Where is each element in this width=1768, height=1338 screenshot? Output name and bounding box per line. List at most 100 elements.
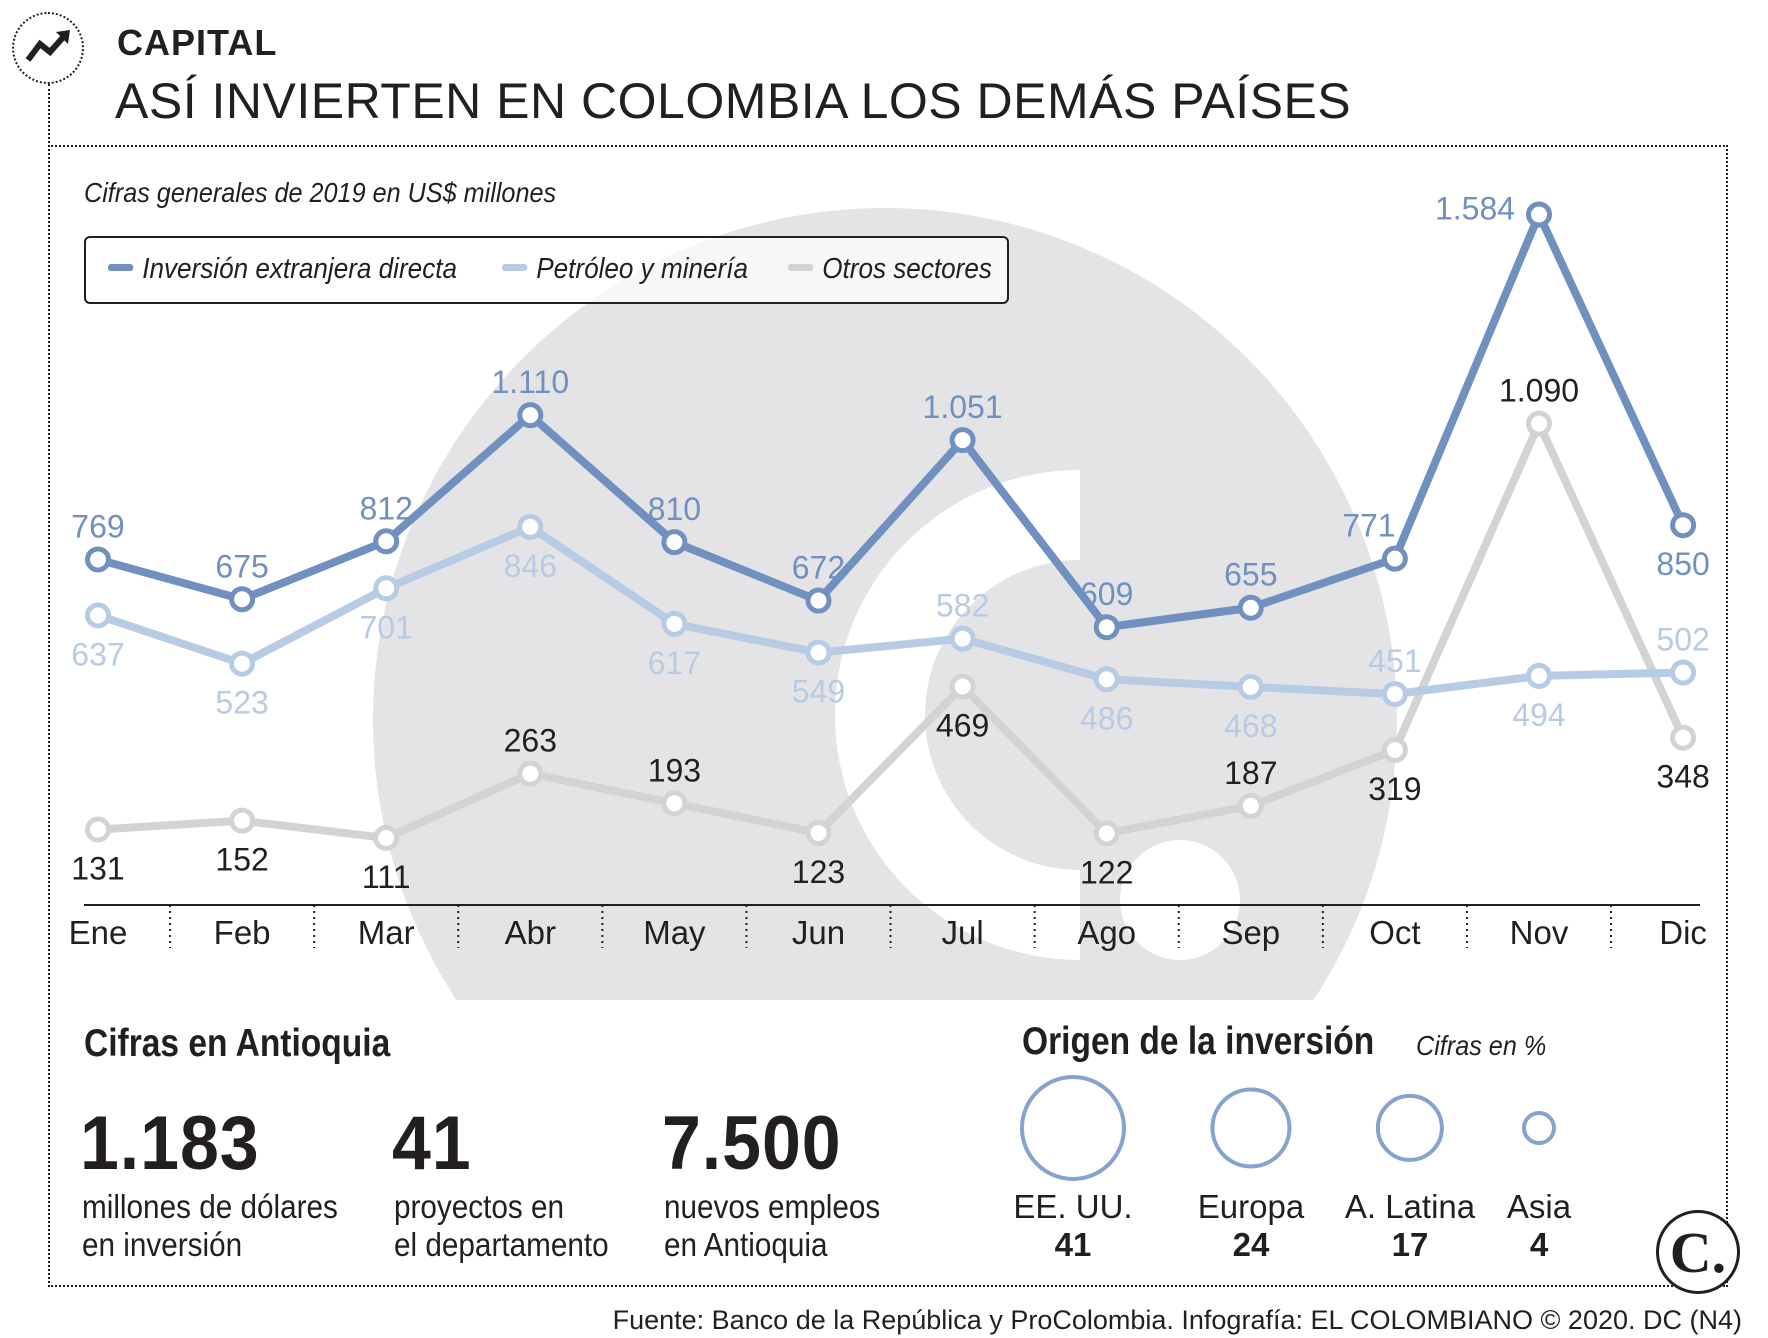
- origen-circle: [1375, 1093, 1445, 1163]
- data-point: [1237, 594, 1264, 621]
- data-point: [85, 602, 111, 629]
- data-label-layer: 769 675 812 1.110 810 672 1.051 609 655 771 1.584 8…: [71, 190, 1709, 895]
- data-label: 502: [1656, 622, 1709, 658]
- data-point: [805, 587, 832, 614]
- source-credit: Fuente: Banco de la República y ProColom…: [612, 1305, 1742, 1335]
- data-label: 152: [215, 842, 268, 878]
- legend-item-ied: Inversión extranjera directa: [108, 253, 457, 286]
- origen-label-asia: Asia: [1506, 1188, 1572, 1225]
- x-tick-label: Jun: [792, 914, 845, 951]
- antioquia-title: Cifras en Antioquia: [84, 1022, 391, 1065]
- data-point: [229, 650, 256, 677]
- watermark-logo: [373, 208, 1397, 1000]
- legend-swatch-petroleo: [502, 263, 528, 271]
- data-point: [85, 546, 111, 573]
- series-line-0: [94, 210, 1688, 632]
- origen-circle: [1210, 1087, 1292, 1169]
- legend-label-petroleo: Petróleo y minería: [536, 253, 748, 285]
- origen-note: Cifras en %: [1416, 1030, 1547, 1061]
- data-point: [85, 816, 111, 843]
- data-point: [229, 586, 256, 613]
- data-label: 486: [1080, 700, 1133, 736]
- origen-circle: [1522, 1111, 1556, 1145]
- watermark-dot: [1120, 840, 1240, 960]
- data-point: [229, 807, 256, 834]
- origen-title: Origen de la inversión: [1022, 1020, 1374, 1064]
- data-label: 131: [71, 851, 124, 887]
- x-tick-label: Mar: [358, 914, 415, 951]
- legend-item-petroleo: Petróleo y minería: [502, 253, 748, 286]
- data-label: 812: [360, 490, 413, 526]
- data-point: [1093, 666, 1120, 693]
- data-label: 1.051: [923, 389, 1003, 425]
- data-label: 111: [362, 859, 411, 895]
- data-point: [1381, 681, 1408, 708]
- data-label: 850: [1656, 546, 1709, 582]
- data-point: [1670, 512, 1697, 539]
- x-tick-label: Jul: [942, 914, 984, 951]
- legend-item-otros: Otros sectores: [788, 253, 992, 286]
- trend-arrow-icon: [12, 12, 84, 84]
- frame-left-border: [48, 84, 50, 1287]
- data-point: [1237, 792, 1264, 819]
- x-tick-label: Ene: [69, 914, 128, 951]
- data-label: 319: [1368, 771, 1421, 807]
- origen-value-asia: 4: [1529, 1226, 1549, 1263]
- origen-value-europa: 24: [1232, 1226, 1270, 1263]
- data-label: 769: [71, 508, 124, 544]
- data-point: [1670, 724, 1697, 751]
- data-label: 672: [792, 550, 845, 586]
- data-label: 122: [1080, 854, 1133, 890]
- data-point: [949, 673, 976, 700]
- data-label: 1.110: [491, 364, 569, 400]
- x-axis-ticks: Ene Feb Mar Abr May Jun Jul Ago Sep Oct Nov Dic: [69, 905, 1707, 951]
- data-label: 655: [1224, 557, 1277, 593]
- watermark-letter-c: [834, 469, 1080, 960]
- chart-subtitle: Cifras generales de 2019 en US$ millones: [84, 177, 557, 208]
- line-chart: Ene Feb Mar Abr May Jun Jul Ago Sep Oct Nov Dic 769…: [69, 190, 1710, 1000]
- data-label: 617: [648, 645, 701, 681]
- x-tick-label: Feb: [214, 914, 271, 951]
- data-label: 637: [71, 636, 124, 672]
- x-tick-label: May: [643, 914, 706, 951]
- data-point: [661, 790, 688, 817]
- data-label: 123: [792, 854, 845, 890]
- data-label: 1.090: [1499, 373, 1579, 409]
- stat-investment-desc: millones de dólares en inversión: [82, 1188, 338, 1263]
- data-point: [805, 819, 832, 846]
- data-point: [805, 639, 832, 666]
- trend-arrow-glyph: [25, 30, 70, 62]
- el-colombiano-logo: C.: [1656, 1210, 1740, 1294]
- data-point: [517, 760, 544, 787]
- x-tick-label: Dic: [1659, 914, 1707, 951]
- data-label: 549: [792, 674, 845, 710]
- legend-swatch-otros: [788, 263, 814, 271]
- series-layer: [85, 201, 1697, 852]
- x-tick-label: Oct: [1369, 914, 1420, 951]
- data-label: 451: [1368, 643, 1421, 679]
- data-label: 469: [936, 707, 989, 743]
- data-label: 846: [504, 548, 557, 584]
- stat-investment-value: 1.183: [80, 1101, 260, 1186]
- data-point: [517, 402, 544, 429]
- data-label: 263: [504, 723, 557, 759]
- data-label: 468: [1224, 708, 1277, 744]
- origen-title-text: Origen de la inversión: [1022, 1020, 1375, 1063]
- data-label: 348: [1656, 759, 1709, 795]
- data-label: 771: [1342, 508, 1395, 544]
- x-tick-label: Sep: [1221, 914, 1280, 951]
- series-line-2: [94, 419, 1688, 843]
- data-point: [949, 625, 976, 652]
- origen-value-eeuu: 41: [1054, 1226, 1092, 1263]
- data-point: [1093, 820, 1120, 847]
- x-tick-label: Nov: [1510, 914, 1569, 951]
- data-point: [373, 528, 400, 555]
- data-point: [1670, 659, 1697, 686]
- data-point: [661, 529, 688, 556]
- legend-label-otros: Otros sectores: [822, 253, 992, 285]
- data-label: 523: [215, 685, 268, 721]
- stat-projects-desc: proyectos en el departamento: [394, 1188, 609, 1263]
- origen-label-eeuu: EE. UU.: [1013, 1188, 1133, 1225]
- origen-value-alatina: 17: [1391, 1226, 1429, 1263]
- data-point: [517, 513, 544, 540]
